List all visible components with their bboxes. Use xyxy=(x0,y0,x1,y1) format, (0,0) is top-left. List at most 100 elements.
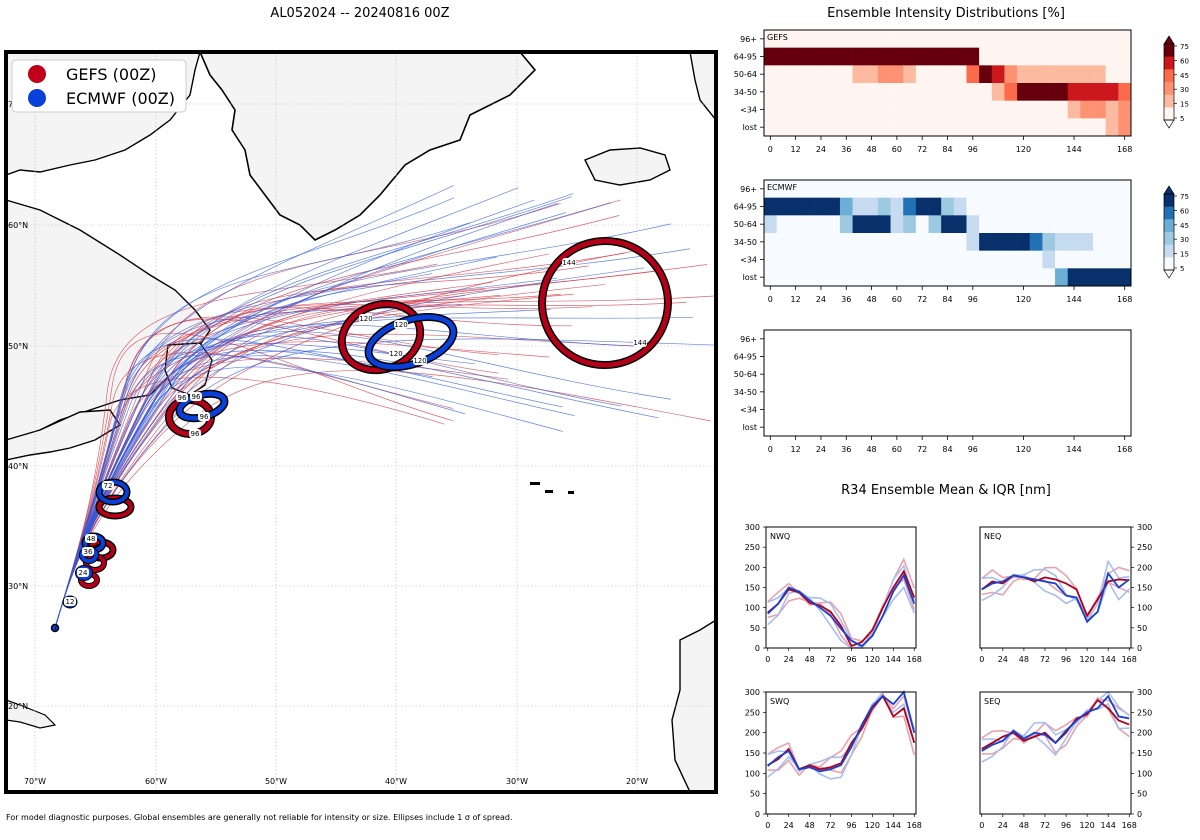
heatmap-cell xyxy=(1055,197,1069,216)
heatmap-xtick-label: 60 xyxy=(892,295,902,304)
heatmap-cell xyxy=(827,118,841,137)
heatmap-cell xyxy=(877,83,891,101)
heatmap-row-label: 96+ xyxy=(740,185,757,194)
heatmap-cell xyxy=(839,268,853,287)
r34-ytick-label: 50 xyxy=(750,624,760,633)
colorbar-swatch xyxy=(1164,219,1174,233)
heatmap-cell xyxy=(801,180,815,198)
heatmap-cell xyxy=(941,215,955,234)
colorbar-tick-label: 15 xyxy=(1180,101,1189,109)
heatmap-cell xyxy=(1080,215,1094,234)
r34-ytick-label: 250 xyxy=(745,708,760,717)
heatmap-cell xyxy=(890,197,904,216)
gefs-ellipse-72-fill xyxy=(97,496,133,518)
heatmap-cell xyxy=(1093,233,1106,251)
heatmap-cell xyxy=(1055,47,1069,66)
heatmap-cell xyxy=(1029,47,1043,66)
r34-panel-nwq: NWQ 0 24 48 72 96 120 144 168 0 50 100 150 200 250 300 xyxy=(745,523,922,664)
heatmap-xtick-label: 120 xyxy=(1016,145,1031,154)
heatmap-row-label: <34 xyxy=(740,256,757,265)
heatmap-cell xyxy=(827,30,841,48)
label-12: 12 xyxy=(64,597,76,606)
heatmap-cell xyxy=(941,233,955,251)
label-144a: 144 xyxy=(562,258,576,267)
heatmap-row-label: <34 xyxy=(740,406,757,415)
heatmap-xtick-label: 120 xyxy=(1016,445,1031,454)
heatmap-cell xyxy=(1118,100,1132,119)
heatmap-cell xyxy=(953,233,967,251)
heatmap-cell xyxy=(852,100,866,119)
heatmap-cell xyxy=(764,65,777,84)
label-24: 24 xyxy=(77,568,89,577)
heatmap-cell xyxy=(1029,250,1043,269)
heatmap-cell xyxy=(776,180,790,198)
label-120b: 120 xyxy=(394,320,408,329)
r34-xtick-label: 168 xyxy=(907,821,922,830)
heatmap-cell xyxy=(915,47,929,66)
label-144b: 144 xyxy=(633,338,647,347)
label-72: 72 xyxy=(102,481,114,490)
heatmap-cell xyxy=(764,268,777,287)
heatmap-xtick-label: 144 xyxy=(1066,295,1081,304)
heatmap-cell xyxy=(991,30,1005,48)
map-footnote: For model diagnostic purposes. Global en… xyxy=(6,813,513,822)
r34-mean-line xyxy=(981,694,1130,752)
heatmap-cell xyxy=(852,118,866,137)
heatmap-cell xyxy=(1042,47,1056,66)
heatmap-cell xyxy=(1093,65,1106,84)
heatmap-cell xyxy=(1093,197,1106,216)
heatmap-cell xyxy=(1093,250,1106,269)
heatmap-cell xyxy=(776,100,790,119)
heatmap-cell xyxy=(991,118,1005,137)
r34-ytick-label: 200 xyxy=(745,729,760,738)
heatmap-cell xyxy=(966,118,980,137)
heatmap-cell xyxy=(979,118,993,137)
intensity-title: Ensemble Intensity Distributions [%] xyxy=(827,6,1065,21)
heatmap-cell xyxy=(928,268,942,287)
heatmap-cell xyxy=(865,83,879,101)
heatmap-cell xyxy=(915,268,929,287)
heatmap-cell xyxy=(953,118,967,137)
r34-xtick-label: 24 xyxy=(784,655,794,664)
heatmap-cell xyxy=(1029,197,1043,216)
heatmap-cell xyxy=(1055,100,1069,119)
heatmap-cell xyxy=(1067,215,1081,234)
label-96c: 96 xyxy=(198,412,210,421)
svg-text:60°N: 60°N xyxy=(8,221,28,230)
colorbar-tick-label: 30 xyxy=(1180,86,1189,94)
svg-text:120: 120 xyxy=(359,315,372,323)
heatmap-cell xyxy=(903,197,917,216)
heatmap-xtick-label: 60 xyxy=(892,145,902,154)
heatmap-row-label: 96+ xyxy=(740,35,757,44)
label-96a: 96 xyxy=(176,393,188,402)
heatmap-cell xyxy=(903,47,917,66)
heatmap-cell xyxy=(839,30,853,48)
r34-ytick-label: 250 xyxy=(1137,708,1152,717)
svg-text:72: 72 xyxy=(104,482,113,490)
heatmap-cell xyxy=(903,268,917,287)
iceland-landmass xyxy=(584,147,671,186)
heatmap-cell xyxy=(979,30,993,48)
heatmap-cell xyxy=(801,100,815,119)
r34-ytick-label: 100 xyxy=(745,604,760,613)
heatmap-cell xyxy=(865,100,879,119)
heatmap-cell xyxy=(1017,215,1031,234)
heatmap-row-label: 64-95 xyxy=(734,203,757,212)
heatmap-cell xyxy=(1029,233,1043,251)
heatmap-panel-gefs: GEFS 96+ 64-95 50-64 34-50 <34 lost 0 12 24 36 48 60… xyxy=(734,29,1189,154)
heatmap-cell xyxy=(1055,250,1069,269)
heatmap-cell xyxy=(979,47,993,66)
heatmap-cell xyxy=(1042,118,1056,137)
heatmap-cell xyxy=(1055,233,1069,251)
svg-text:144: 144 xyxy=(633,339,647,347)
r34-ytick-label: 200 xyxy=(1137,729,1152,738)
heatmap-xtick-label: 0 xyxy=(768,145,773,154)
heatmap-cell xyxy=(1004,47,1018,66)
svg-text:120: 120 xyxy=(389,350,402,358)
heatmap-cell xyxy=(1042,30,1056,48)
heatmap-cell xyxy=(1118,65,1132,84)
colorbar-swatch xyxy=(1164,44,1174,57)
heatmap-cell xyxy=(789,197,803,216)
heatmap-cell xyxy=(801,250,815,269)
